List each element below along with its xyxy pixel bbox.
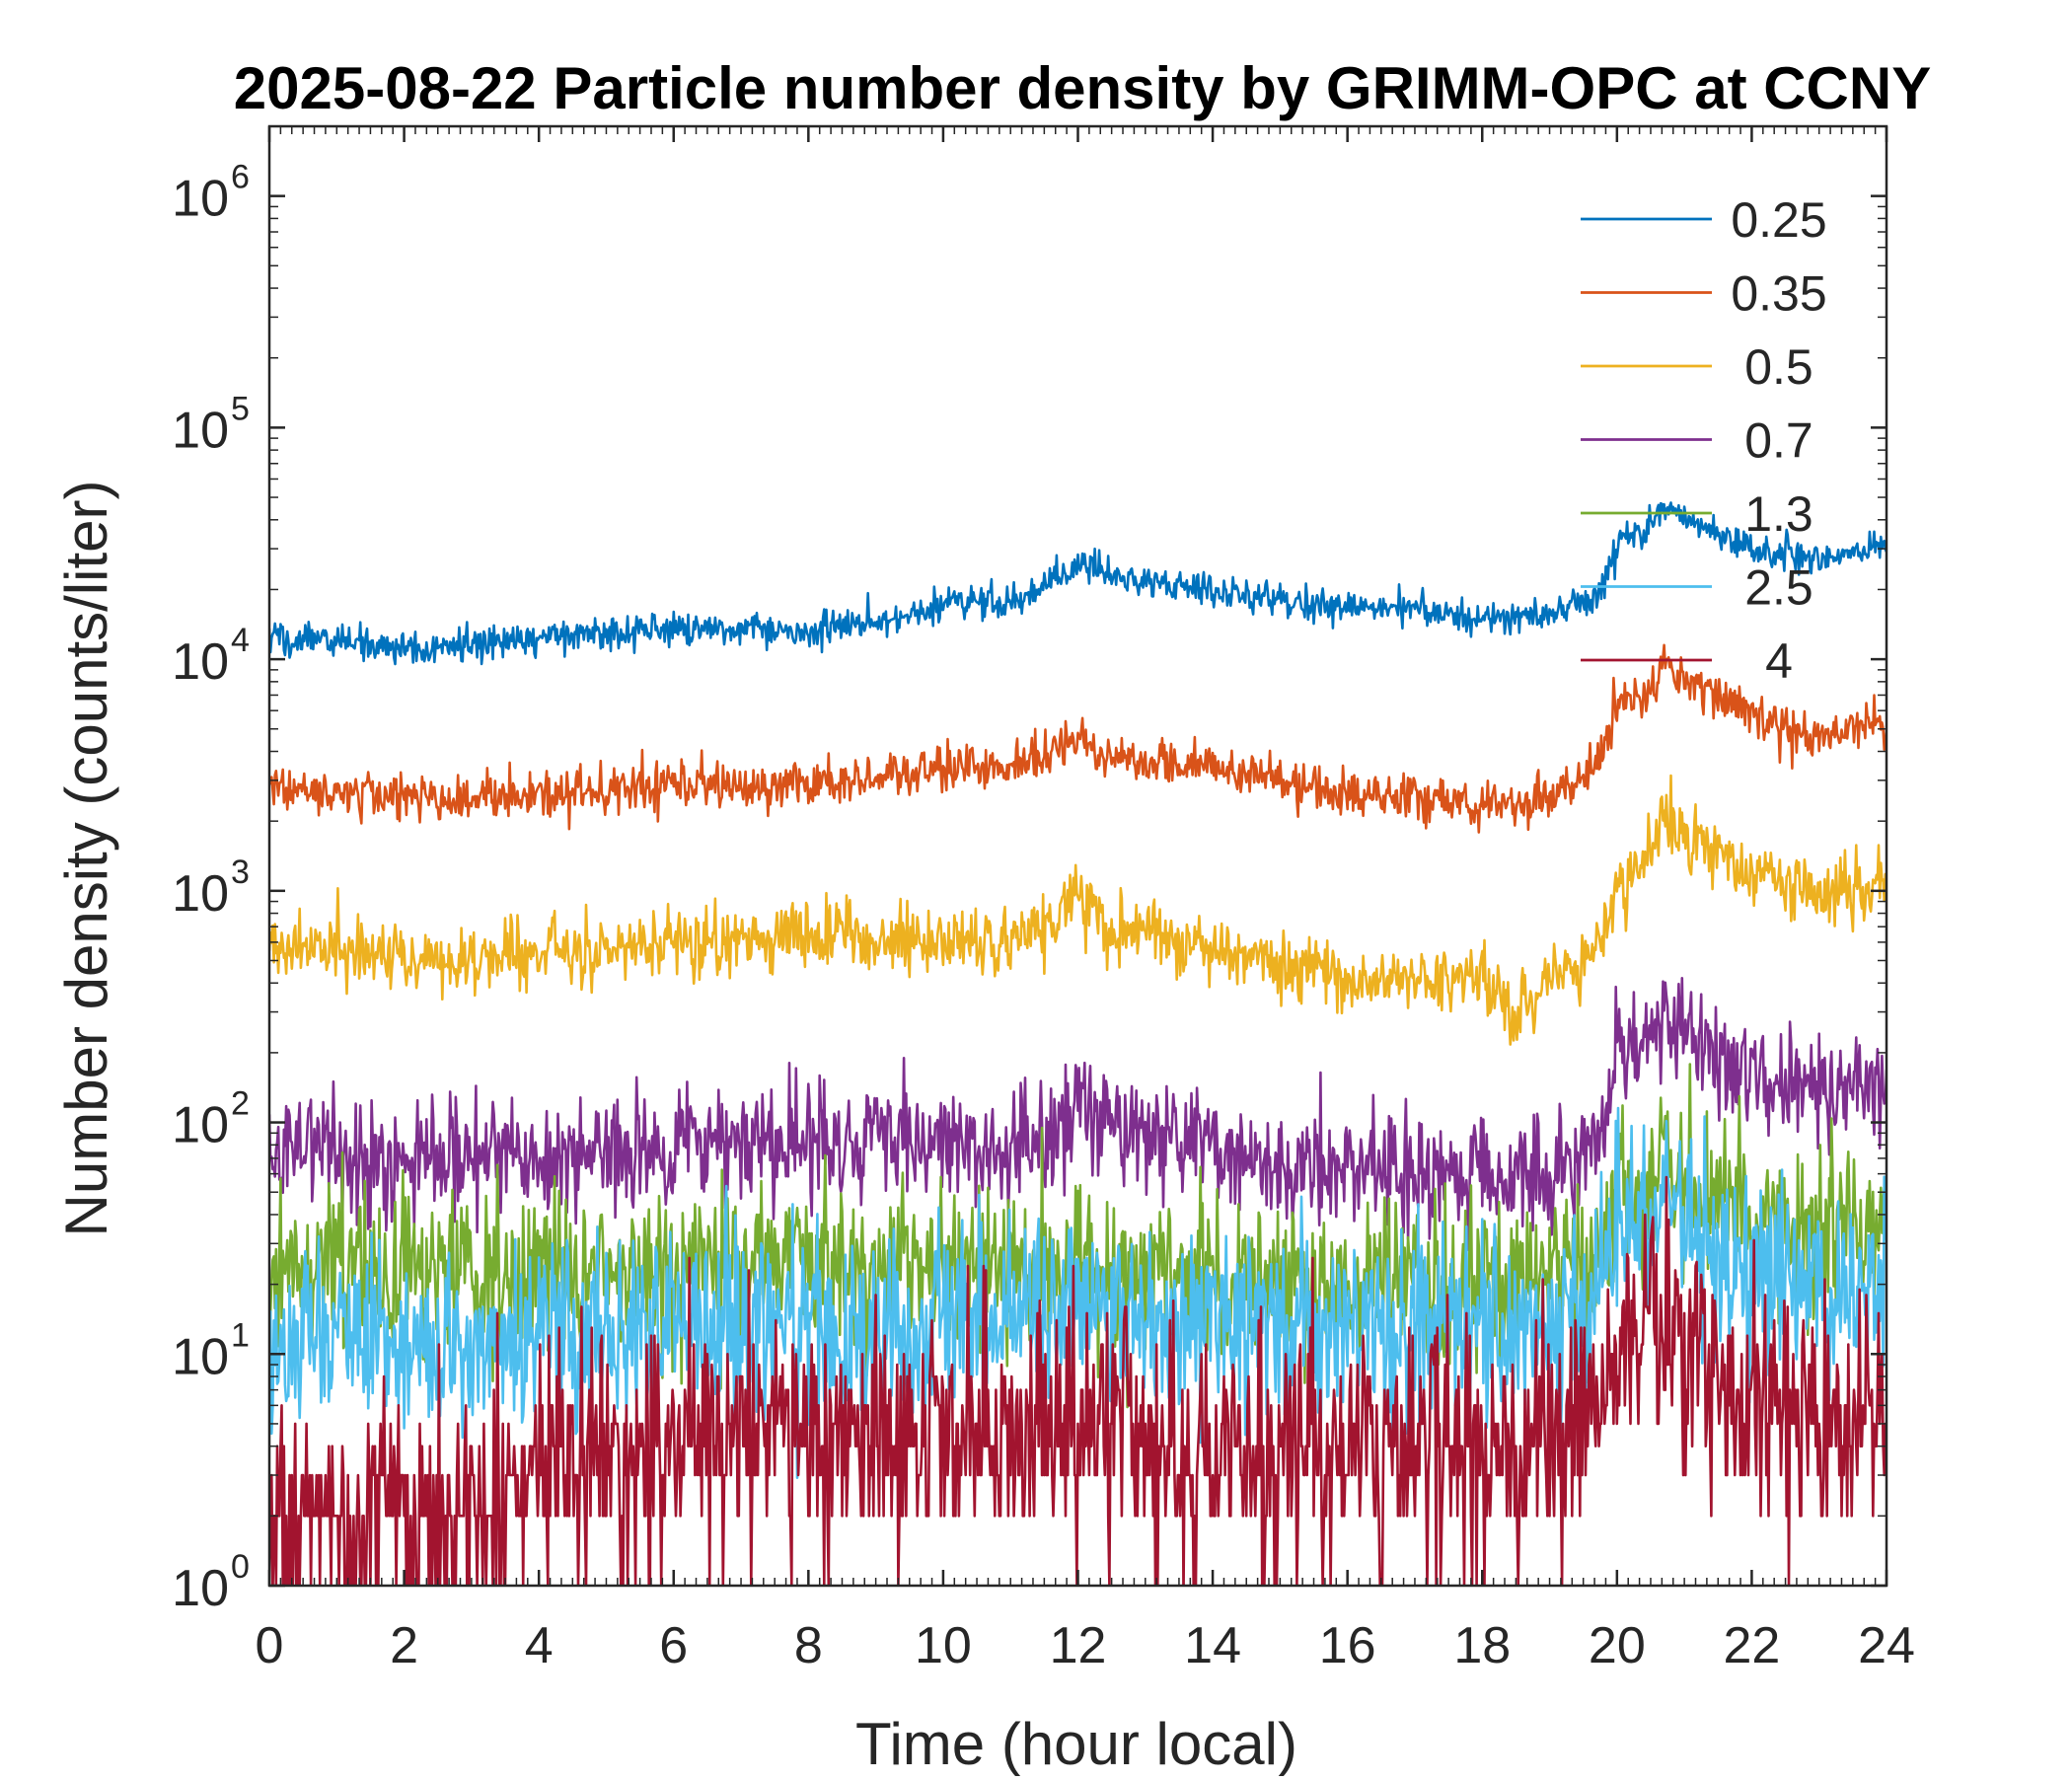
- x-axis-label: Time (hour local): [855, 1711, 1297, 1776]
- chart-title: 2025-08-22 Particle number density by GR…: [234, 55, 1932, 121]
- x-tick-label: 8: [794, 1617, 823, 1674]
- y-tick-label-base: 10: [172, 1328, 229, 1385]
- ticks-group: [267, 125, 1888, 1588]
- y-tick-label-exponent: 6: [231, 159, 250, 196]
- legend-label: 2.5: [1744, 560, 1813, 616]
- legend-label: 0.5: [1744, 339, 1813, 395]
- y-tick-label: 10 4: [172, 622, 250, 691]
- series-group: [269, 501, 1887, 1586]
- legend-label: 0.25: [1731, 192, 1826, 248]
- series-line-0.7: [269, 976, 1887, 1252]
- legend-item: 2.5: [1581, 560, 1813, 616]
- y-tick-label-exponent: 3: [231, 853, 250, 891]
- legend-item: 0.7: [1581, 413, 1813, 469]
- y-tick-label-exponent: 2: [231, 1085, 250, 1123]
- y-tick-label: 10 0: [172, 1548, 250, 1617]
- x-tick-label: 18: [1453, 1617, 1511, 1674]
- x-tick-label: 16: [1319, 1617, 1376, 1674]
- x-tick-label: 6: [659, 1617, 688, 1674]
- series-line-4: [269, 1175, 1887, 1586]
- legend-item: 0.35: [1581, 266, 1827, 322]
- y-tick-label-base: 10: [172, 633, 229, 691]
- x-tick-label: 24: [1858, 1617, 1915, 1674]
- y-tick-label-exponent: 5: [231, 390, 250, 427]
- y-tick-label-base: 10: [172, 1097, 229, 1154]
- legend-item: 0.5: [1581, 339, 1813, 395]
- y-tick-label-exponent: 4: [231, 622, 250, 659]
- x-tick-label: 2: [390, 1617, 418, 1674]
- y-tick-label-base: 10: [172, 865, 229, 923]
- y-tick-label: 10 2: [172, 1085, 250, 1154]
- y-tick-label-exponent: 1: [231, 1316, 250, 1354]
- legend-label: 1.3: [1744, 486, 1813, 542]
- x-tick-label: 0: [256, 1617, 284, 1674]
- legend-item: 0.25: [1581, 192, 1827, 248]
- x-tick-label: 14: [1184, 1617, 1241, 1674]
- series-line-0.35: [269, 643, 1887, 834]
- y-tick-label: 10 1: [172, 1316, 250, 1385]
- y-tick-label-base: 10: [172, 1560, 229, 1617]
- y-tick-label: 10 3: [172, 853, 250, 923]
- y-tick-label-base: 10: [172, 171, 229, 228]
- x-tick-labels: 0 2 4 6 8 10 12 14 16 18 20 22 24: [256, 1617, 1915, 1674]
- series-line-0.5: [269, 774, 1887, 1046]
- y-tick-label-exponent: 0: [231, 1548, 250, 1586]
- x-tick-label: 10: [915, 1617, 972, 1674]
- x-tick-label: 20: [1589, 1617, 1646, 1674]
- legend-item: 1.3: [1581, 486, 1813, 542]
- legend-item: 4: [1581, 633, 1793, 689]
- legend-label: 0.35: [1731, 266, 1826, 322]
- y-tick-label-base: 10: [172, 402, 229, 459]
- x-tick-label: 4: [525, 1617, 554, 1674]
- legend-label: 0.7: [1744, 413, 1813, 469]
- y-tick-label: 10 6: [172, 159, 250, 228]
- x-tick-label: 22: [1723, 1617, 1780, 1674]
- series-line-0.25: [269, 501, 1887, 666]
- series-line-2.5: [269, 1106, 1887, 1479]
- y-axis-label: Number density (counts/liter): [53, 481, 119, 1237]
- y-tick-label: 10 5: [172, 390, 250, 459]
- legend: 0.25 0.35 0.5 0.7 1.3 2.5 4: [1581, 192, 1827, 689]
- legend-label: 4: [1765, 633, 1793, 689]
- x-tick-label: 12: [1050, 1617, 1107, 1674]
